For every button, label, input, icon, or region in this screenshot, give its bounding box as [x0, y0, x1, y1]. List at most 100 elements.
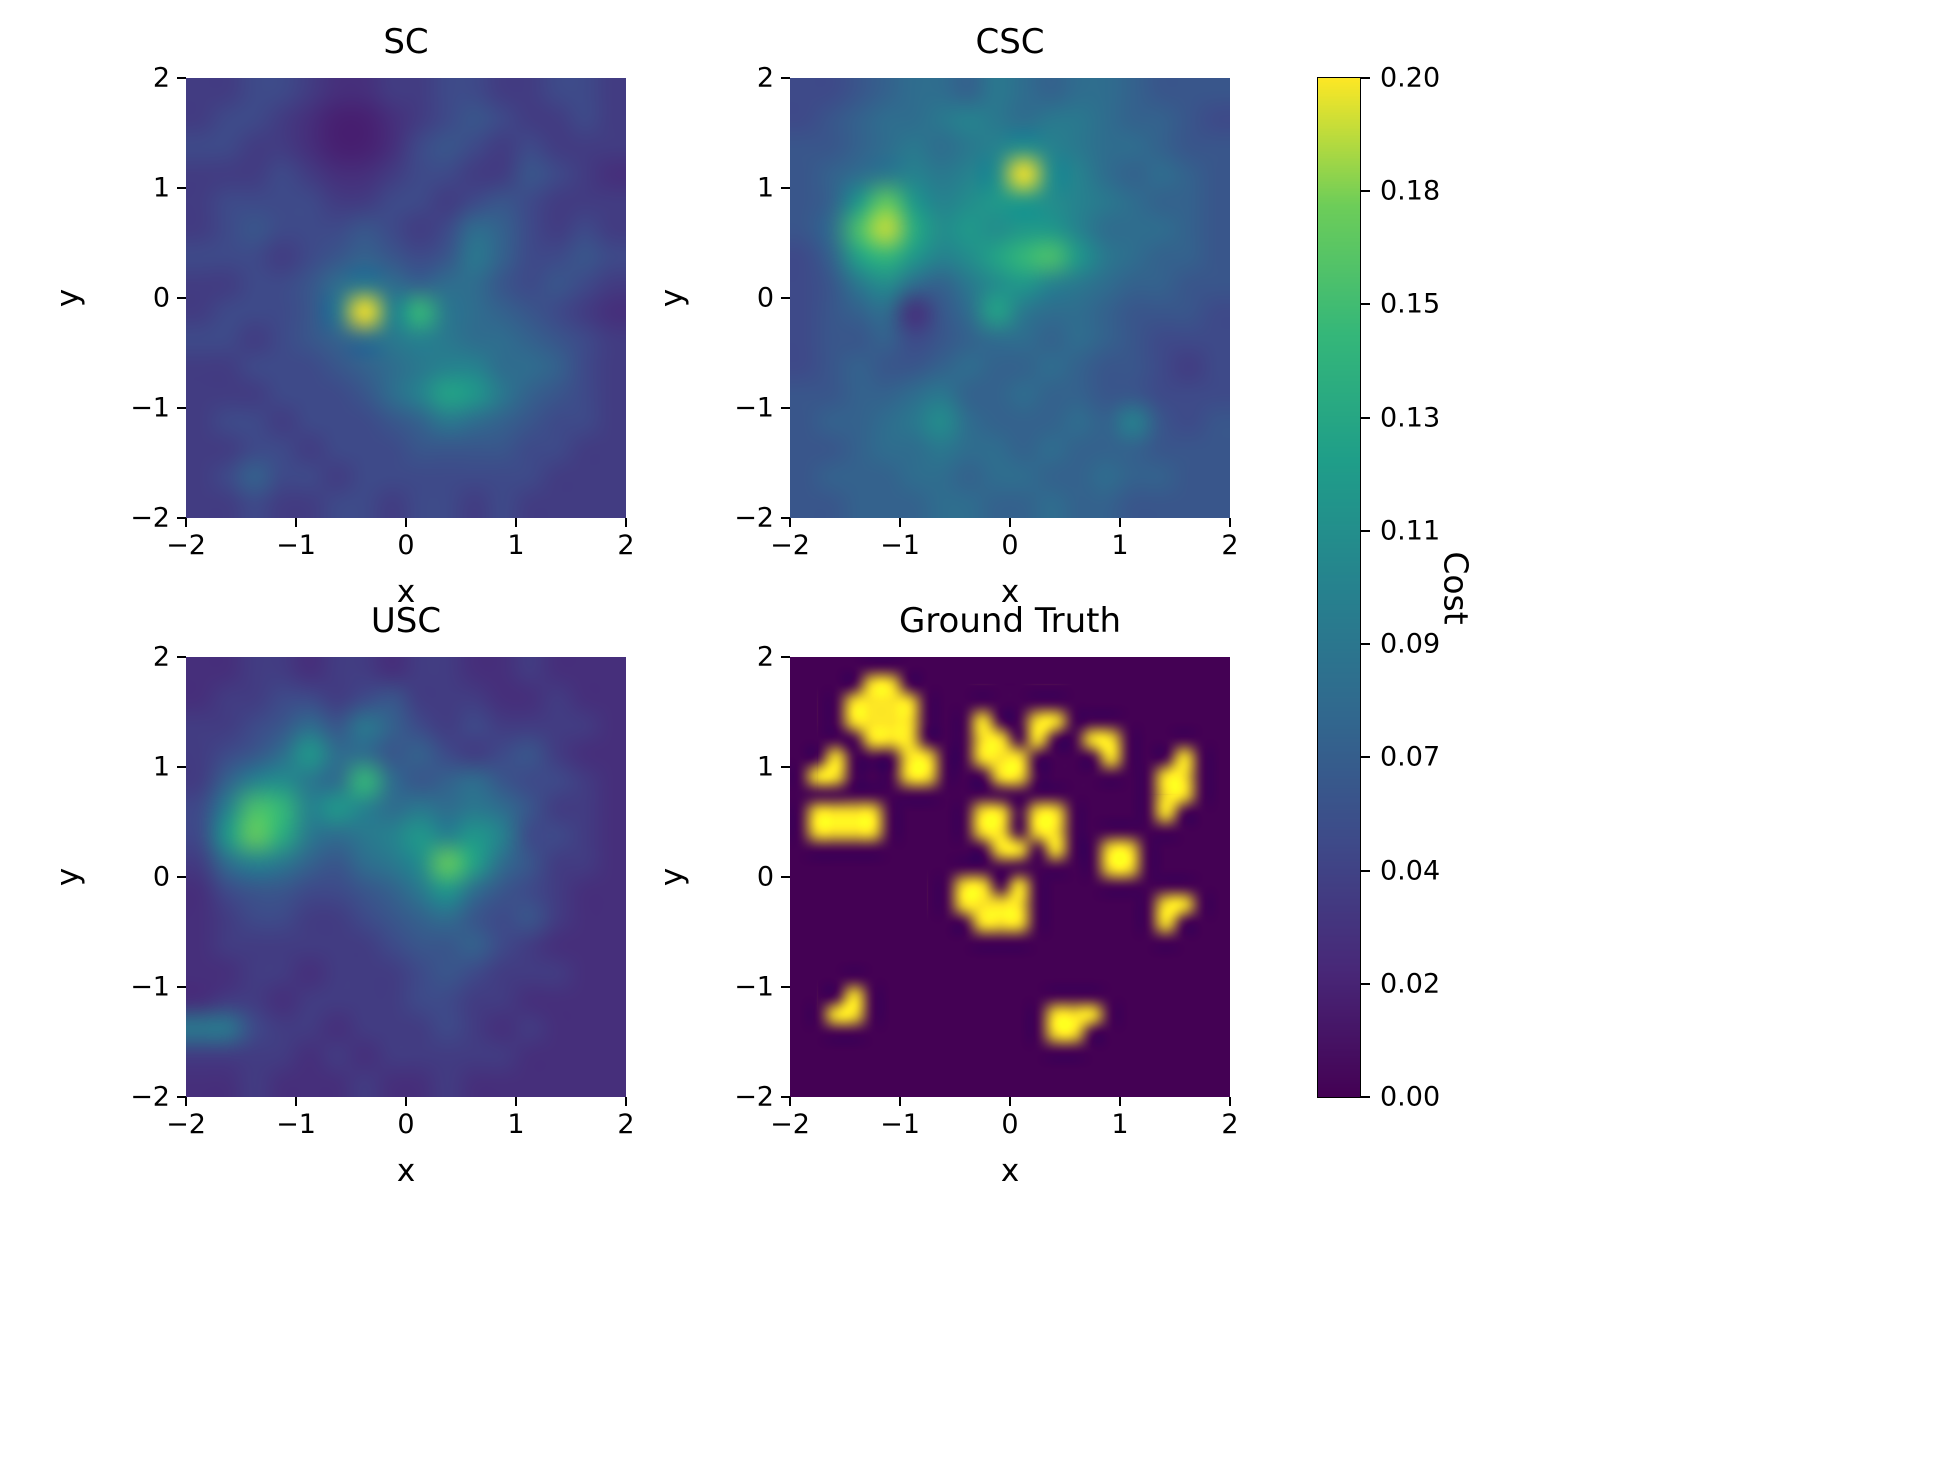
colorbar-tick-mark — [1361, 1096, 1370, 1098]
x-tick-label: 0 — [397, 530, 415, 561]
colorbar-tick-label: 0.09 — [1380, 628, 1441, 660]
x-tick-mark — [625, 1097, 627, 1106]
y-tick-label: 0 — [756, 861, 774, 893]
subplot-usc: USC y x −2 −1 0 1 2 2 1 0 −1 −2 — [50, 601, 635, 1189]
x-tick-label: −1 — [276, 1109, 316, 1140]
x-tick-mark — [789, 518, 791, 527]
y-tick-label: 0 — [756, 282, 774, 314]
y-axis-label: y — [654, 288, 690, 308]
y-tick-label: 1 — [756, 751, 774, 783]
y-tick-mark — [177, 77, 186, 79]
y-tick-mark — [781, 187, 790, 189]
y-tick-mark — [781, 876, 790, 878]
x-tick-label: −2 — [770, 1109, 810, 1140]
colorbar-tick-label: 0.02 — [1380, 968, 1441, 1000]
y-tick-label: 2 — [756, 62, 774, 94]
x-tick-label: 1 — [1111, 1109, 1129, 1140]
x-tick-label: −1 — [276, 530, 316, 561]
x-tick-label: −2 — [166, 1109, 206, 1140]
plot-title-ground-truth: Ground Truth — [898, 601, 1122, 641]
x-axis-label: x — [396, 1153, 416, 1189]
x-tick-mark — [1229, 518, 1231, 527]
colorbar-tick-mark — [1361, 416, 1370, 419]
x-tick-label: 0 — [397, 1109, 415, 1140]
colorbar-tick-label: 0.07 — [1380, 741, 1441, 773]
y-tick-mark — [177, 766, 186, 768]
subplot-csc: CSC y x −2 −1 0 1 2 2 1 0 −1 −2 — [654, 22, 1239, 610]
y-tick-mark — [781, 517, 790, 519]
plot-title-csc: CSC — [975, 22, 1045, 62]
y-tick-mark — [781, 766, 790, 768]
colorbar-tick-label: 0.15 — [1380, 288, 1441, 320]
colorbar-tick-label: 0.20 — [1380, 62, 1441, 94]
colorbar-tick-label: 0.13 — [1380, 402, 1441, 434]
x-tick-mark — [899, 1097, 901, 1106]
heatmap-csc — [790, 78, 1230, 518]
y-tick-mark — [177, 656, 186, 658]
y-tick-label: −2 — [130, 502, 170, 534]
colorbar: Cost 0.20 0.18 0.15 0.13 0.11 0.09 0.07 0.04 0.0… — [1317, 63, 1476, 1113]
y-tick-mark — [177, 986, 186, 988]
plot-title-usc: USC — [370, 601, 442, 641]
x-tick-mark — [625, 518, 627, 527]
colorbar-tick-mark — [1361, 77, 1370, 79]
y-tick-label: 2 — [756, 641, 774, 673]
y-tick-label: −2 — [734, 1081, 774, 1113]
y-tick-label: −1 — [734, 392, 774, 424]
x-tick-label: 2 — [617, 530, 635, 561]
y-tick-mark — [177, 876, 186, 878]
y-tick-mark — [781, 986, 790, 988]
heatmap-ground-truth — [790, 657, 1230, 1097]
x-axis-label: x — [1000, 1153, 1020, 1189]
colorbar-tick-mark — [1361, 756, 1370, 759]
x-tick-label: 0 — [1001, 1109, 1019, 1140]
y-axis-label: y — [50, 867, 86, 887]
y-tick-label: 0 — [152, 282, 170, 314]
colorbar-tick-mark — [1361, 303, 1370, 306]
x-tick-label: 2 — [1221, 1109, 1239, 1140]
x-tick-mark — [1119, 1097, 1121, 1106]
x-axis-label: x — [1000, 574, 1020, 610]
x-tick-mark — [1009, 1097, 1011, 1106]
x-tick-label: 2 — [617, 1109, 635, 1140]
x-tick-label: −2 — [166, 530, 206, 561]
y-axis-label: y — [50, 288, 86, 308]
y-tick-label: 1 — [152, 751, 170, 783]
colorbar-tick-label: 0.04 — [1380, 855, 1441, 887]
x-tick-mark — [899, 518, 901, 527]
colorbar-tick-mark — [1361, 869, 1370, 872]
x-tick-mark — [789, 1097, 791, 1106]
colorbar-gradient — [1317, 77, 1361, 1098]
y-tick-mark — [781, 407, 790, 409]
y-tick-label: 0 — [152, 861, 170, 893]
x-tick-label: −1 — [880, 530, 920, 561]
y-tick-mark — [177, 407, 186, 409]
x-tick-label: 1 — [507, 530, 525, 561]
x-tick-mark — [185, 518, 187, 527]
y-tick-mark — [781, 77, 790, 79]
x-tick-mark — [405, 1097, 407, 1106]
colorbar-tick-mark — [1361, 643, 1370, 646]
y-axis-label: y — [654, 867, 690, 887]
y-tick-mark — [781, 1096, 790, 1098]
y-tick-mark — [177, 1096, 186, 1098]
x-tick-mark — [515, 518, 517, 527]
colorbar-tick-mark — [1361, 529, 1370, 532]
y-tick-label: −2 — [130, 1081, 170, 1113]
heatmap-sc — [186, 78, 626, 518]
x-tick-mark — [1119, 518, 1121, 527]
y-tick-mark — [781, 656, 790, 658]
colorbar-tick-label: 0.11 — [1380, 515, 1441, 547]
colorbar-tick-label: 0.18 — [1380, 175, 1441, 207]
x-tick-label: 1 — [507, 1109, 525, 1140]
y-tick-mark — [177, 517, 186, 519]
y-tick-label: 2 — [152, 62, 170, 94]
colorbar-label: Cost — [1436, 550, 1476, 625]
y-tick-label: 1 — [756, 172, 774, 204]
x-tick-label: 0 — [1001, 530, 1019, 561]
y-tick-label: −1 — [734, 971, 774, 1003]
y-tick-mark — [177, 187, 186, 189]
x-tick-mark — [1229, 1097, 1231, 1106]
y-tick-label: −2 — [734, 502, 774, 534]
